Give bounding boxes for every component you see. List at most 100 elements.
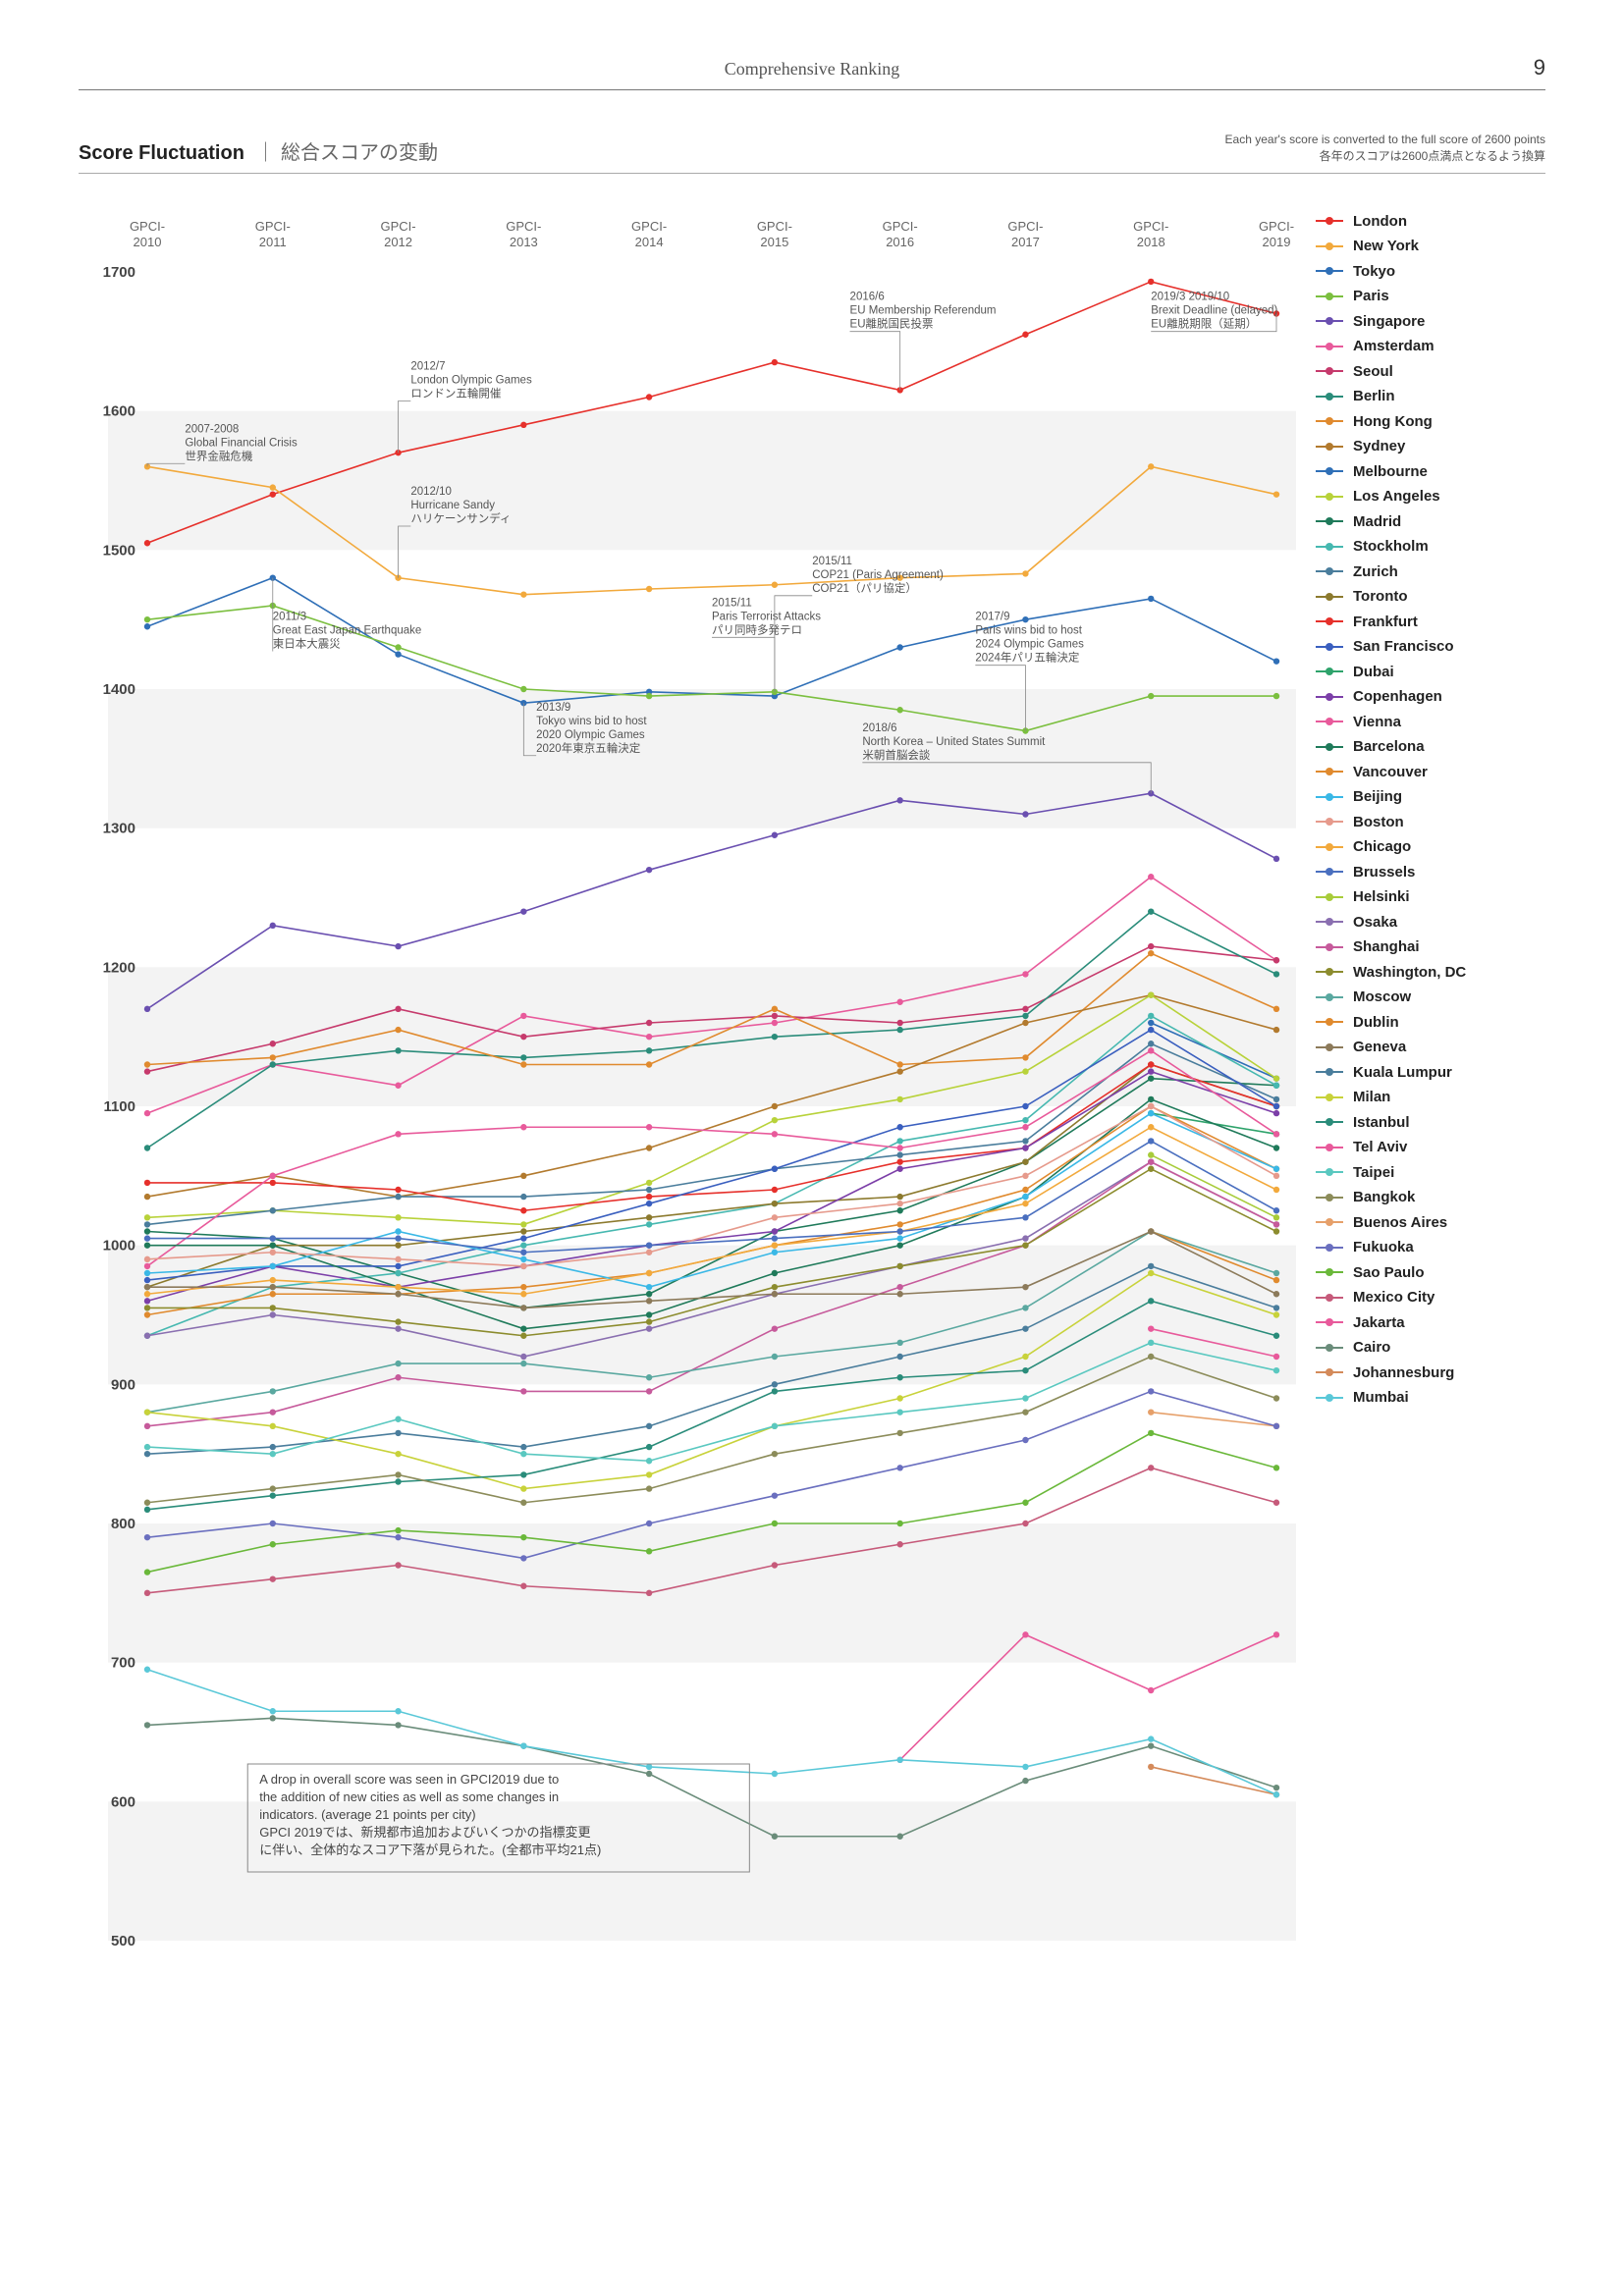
svg-text:2015/11: 2015/11: [712, 597, 752, 609]
legend-item: Milan: [1316, 1089, 1466, 1105]
svg-text:A drop in overall score was se: A drop in overall score was seen in GPCI…: [259, 1772, 559, 1787]
legend-swatch: [1316, 1397, 1343, 1399]
legend-label: Fukuoka: [1353, 1239, 1414, 1255]
legend-item: Jakarta: [1316, 1314, 1466, 1331]
legend-item: Geneva: [1316, 1039, 1466, 1055]
section-title: Score Fluctuation ｜ 総合スコアの変動: [79, 136, 438, 165]
legend-item: Los Angeles: [1316, 488, 1466, 505]
legend-swatch: [1316, 1021, 1343, 1023]
svg-text:2012/7: 2012/7: [410, 360, 445, 372]
svg-text:2015: 2015: [760, 235, 788, 249]
legend-item: Moscow: [1316, 988, 1466, 1005]
svg-text:2015/11: 2015/11: [812, 555, 852, 566]
legend-swatch: [1316, 470, 1343, 472]
legend-swatch: [1316, 796, 1343, 798]
score-fluctuation-chart: 5006007008009001000110012001300140015001…: [79, 213, 1296, 1960]
svg-text:2016/6: 2016/6: [850, 291, 885, 302]
svg-text:2011/3: 2011/3: [273, 611, 306, 622]
legend-swatch: [1316, 520, 1343, 522]
legend-item: Osaka: [1316, 914, 1466, 931]
svg-text:700: 700: [111, 1654, 135, 1671]
svg-text:2020 Olympic Games: 2020 Olympic Games: [536, 728, 645, 740]
legend-swatch: [1316, 1321, 1343, 1323]
svg-text:GPCI-: GPCI-: [380, 219, 415, 234]
legend-swatch: [1316, 1247, 1343, 1249]
section-note-jp: 各年のスコアは2600点満点となるよう換算: [1320, 149, 1545, 163]
legend-item: Dublin: [1316, 1014, 1466, 1031]
legend-item: Mexico City: [1316, 1289, 1466, 1306]
legend-label: Toronto: [1353, 588, 1408, 605]
legend-item: Tel Aviv: [1316, 1139, 1466, 1155]
legend-label: Johannesburg: [1353, 1364, 1454, 1381]
svg-text:Brexit Deadline (delayed): Brexit Deadline (delayed): [1151, 304, 1277, 316]
legend-swatch: [1316, 496, 1343, 498]
legend-label: Melbourne: [1353, 463, 1428, 480]
legend-label: Madrid: [1353, 513, 1401, 530]
legend-label: Tel Aviv: [1353, 1139, 1407, 1155]
svg-text:パリ同時多発テロ: パリ同時多発テロ: [712, 622, 802, 636]
legend-item: Fukuoka: [1316, 1239, 1466, 1255]
svg-text:2020年東京五輪決定: 2020年東京五輪決定: [536, 740, 641, 754]
legend-swatch: [1316, 1221, 1343, 1223]
legend-item: Zurich: [1316, 563, 1466, 580]
svg-text:Great East Japan Earthquake: Great East Japan Earthquake: [273, 624, 422, 636]
legend-item: Barcelona: [1316, 738, 1466, 755]
svg-text:ハリケーンサンディ: ハリケーンサンディ: [410, 511, 511, 525]
legend-item: Buenos Aires: [1316, 1214, 1466, 1231]
chart-wrap: 5006007008009001000110012001300140015001…: [79, 213, 1545, 1960]
legend-item: London: [1316, 213, 1466, 230]
legend-label: Dubai: [1353, 664, 1394, 680]
legend-label: Buenos Aires: [1353, 1214, 1447, 1231]
legend-label: Hong Kong: [1353, 413, 1433, 430]
legend-item: Madrid: [1316, 513, 1466, 530]
svg-text:米朝首脳会談: 米朝首脳会談: [862, 747, 930, 761]
svg-text:GPCI-: GPCI-: [631, 219, 667, 234]
legend-swatch: [1316, 245, 1343, 247]
section-note-en: Each year's score is converted to the fu…: [1225, 133, 1545, 146]
svg-text:GPCI-: GPCI-: [757, 219, 792, 234]
legend-item: Johannesburg: [1316, 1364, 1466, 1381]
legend-swatch: [1316, 996, 1343, 998]
legend-swatch: [1316, 696, 1343, 698]
legend-item: Washington, DC: [1316, 964, 1466, 981]
legend-item: Stockholm: [1316, 538, 1466, 555]
legend-swatch: [1316, 896, 1343, 898]
legend-label: Kuala Lumpur: [1353, 1064, 1452, 1081]
legend-item: Paris: [1316, 288, 1466, 304]
legend-item: Chicago: [1316, 838, 1466, 855]
svg-text:GPCI-: GPCI-: [255, 219, 291, 234]
svg-text:2018/6: 2018/6: [862, 721, 896, 733]
legend-label: Los Angeles: [1353, 488, 1440, 505]
legend-swatch: [1316, 971, 1343, 973]
legend-label: Copenhagen: [1353, 688, 1442, 705]
legend-swatch: [1316, 420, 1343, 422]
legend-swatch: [1316, 1071, 1343, 1073]
legend-item: Mumbai: [1316, 1389, 1466, 1406]
legend-label: Cairo: [1353, 1339, 1390, 1356]
legend-label: Stockholm: [1353, 538, 1429, 555]
legend-swatch: [1316, 596, 1343, 598]
svg-text:GPCI-: GPCI-: [1007, 219, 1043, 234]
svg-text:Tokyo wins bid to host: Tokyo wins bid to host: [536, 715, 647, 726]
svg-text:900: 900: [111, 1376, 135, 1393]
legend-swatch: [1316, 846, 1343, 848]
legend-item: Helsinki: [1316, 888, 1466, 905]
legend-item: New York: [1316, 238, 1466, 254]
legend-swatch: [1316, 1197, 1343, 1199]
legend-label: New York: [1353, 238, 1419, 254]
svg-text:EU離脱国民投票: EU離脱国民投票: [850, 316, 934, 330]
legend-item: Dubai: [1316, 664, 1466, 680]
page-header: Comprehensive Ranking 9: [79, 59, 1545, 90]
svg-text:1700: 1700: [103, 264, 135, 281]
svg-text:2007-2008: 2007-2008: [185, 423, 239, 435]
svg-text:2011: 2011: [259, 235, 287, 249]
svg-text:GPCI 2019では、新規都市追加およびいくつかの指標変更: GPCI 2019では、新規都市追加およびいくつかの指標変更: [259, 1825, 590, 1840]
legend-item: Bangkok: [1316, 1189, 1466, 1205]
svg-text:800: 800: [111, 1516, 135, 1532]
legend-swatch: [1316, 921, 1343, 923]
svg-text:North Korea – United States Su: North Korea – United States Summit: [862, 735, 1046, 747]
svg-text:Hurricane Sandy: Hurricane Sandy: [410, 500, 495, 511]
legend-label: Helsinki: [1353, 888, 1410, 905]
legend-item: Vancouver: [1316, 764, 1466, 780]
legend-label: Moscow: [1353, 988, 1411, 1005]
